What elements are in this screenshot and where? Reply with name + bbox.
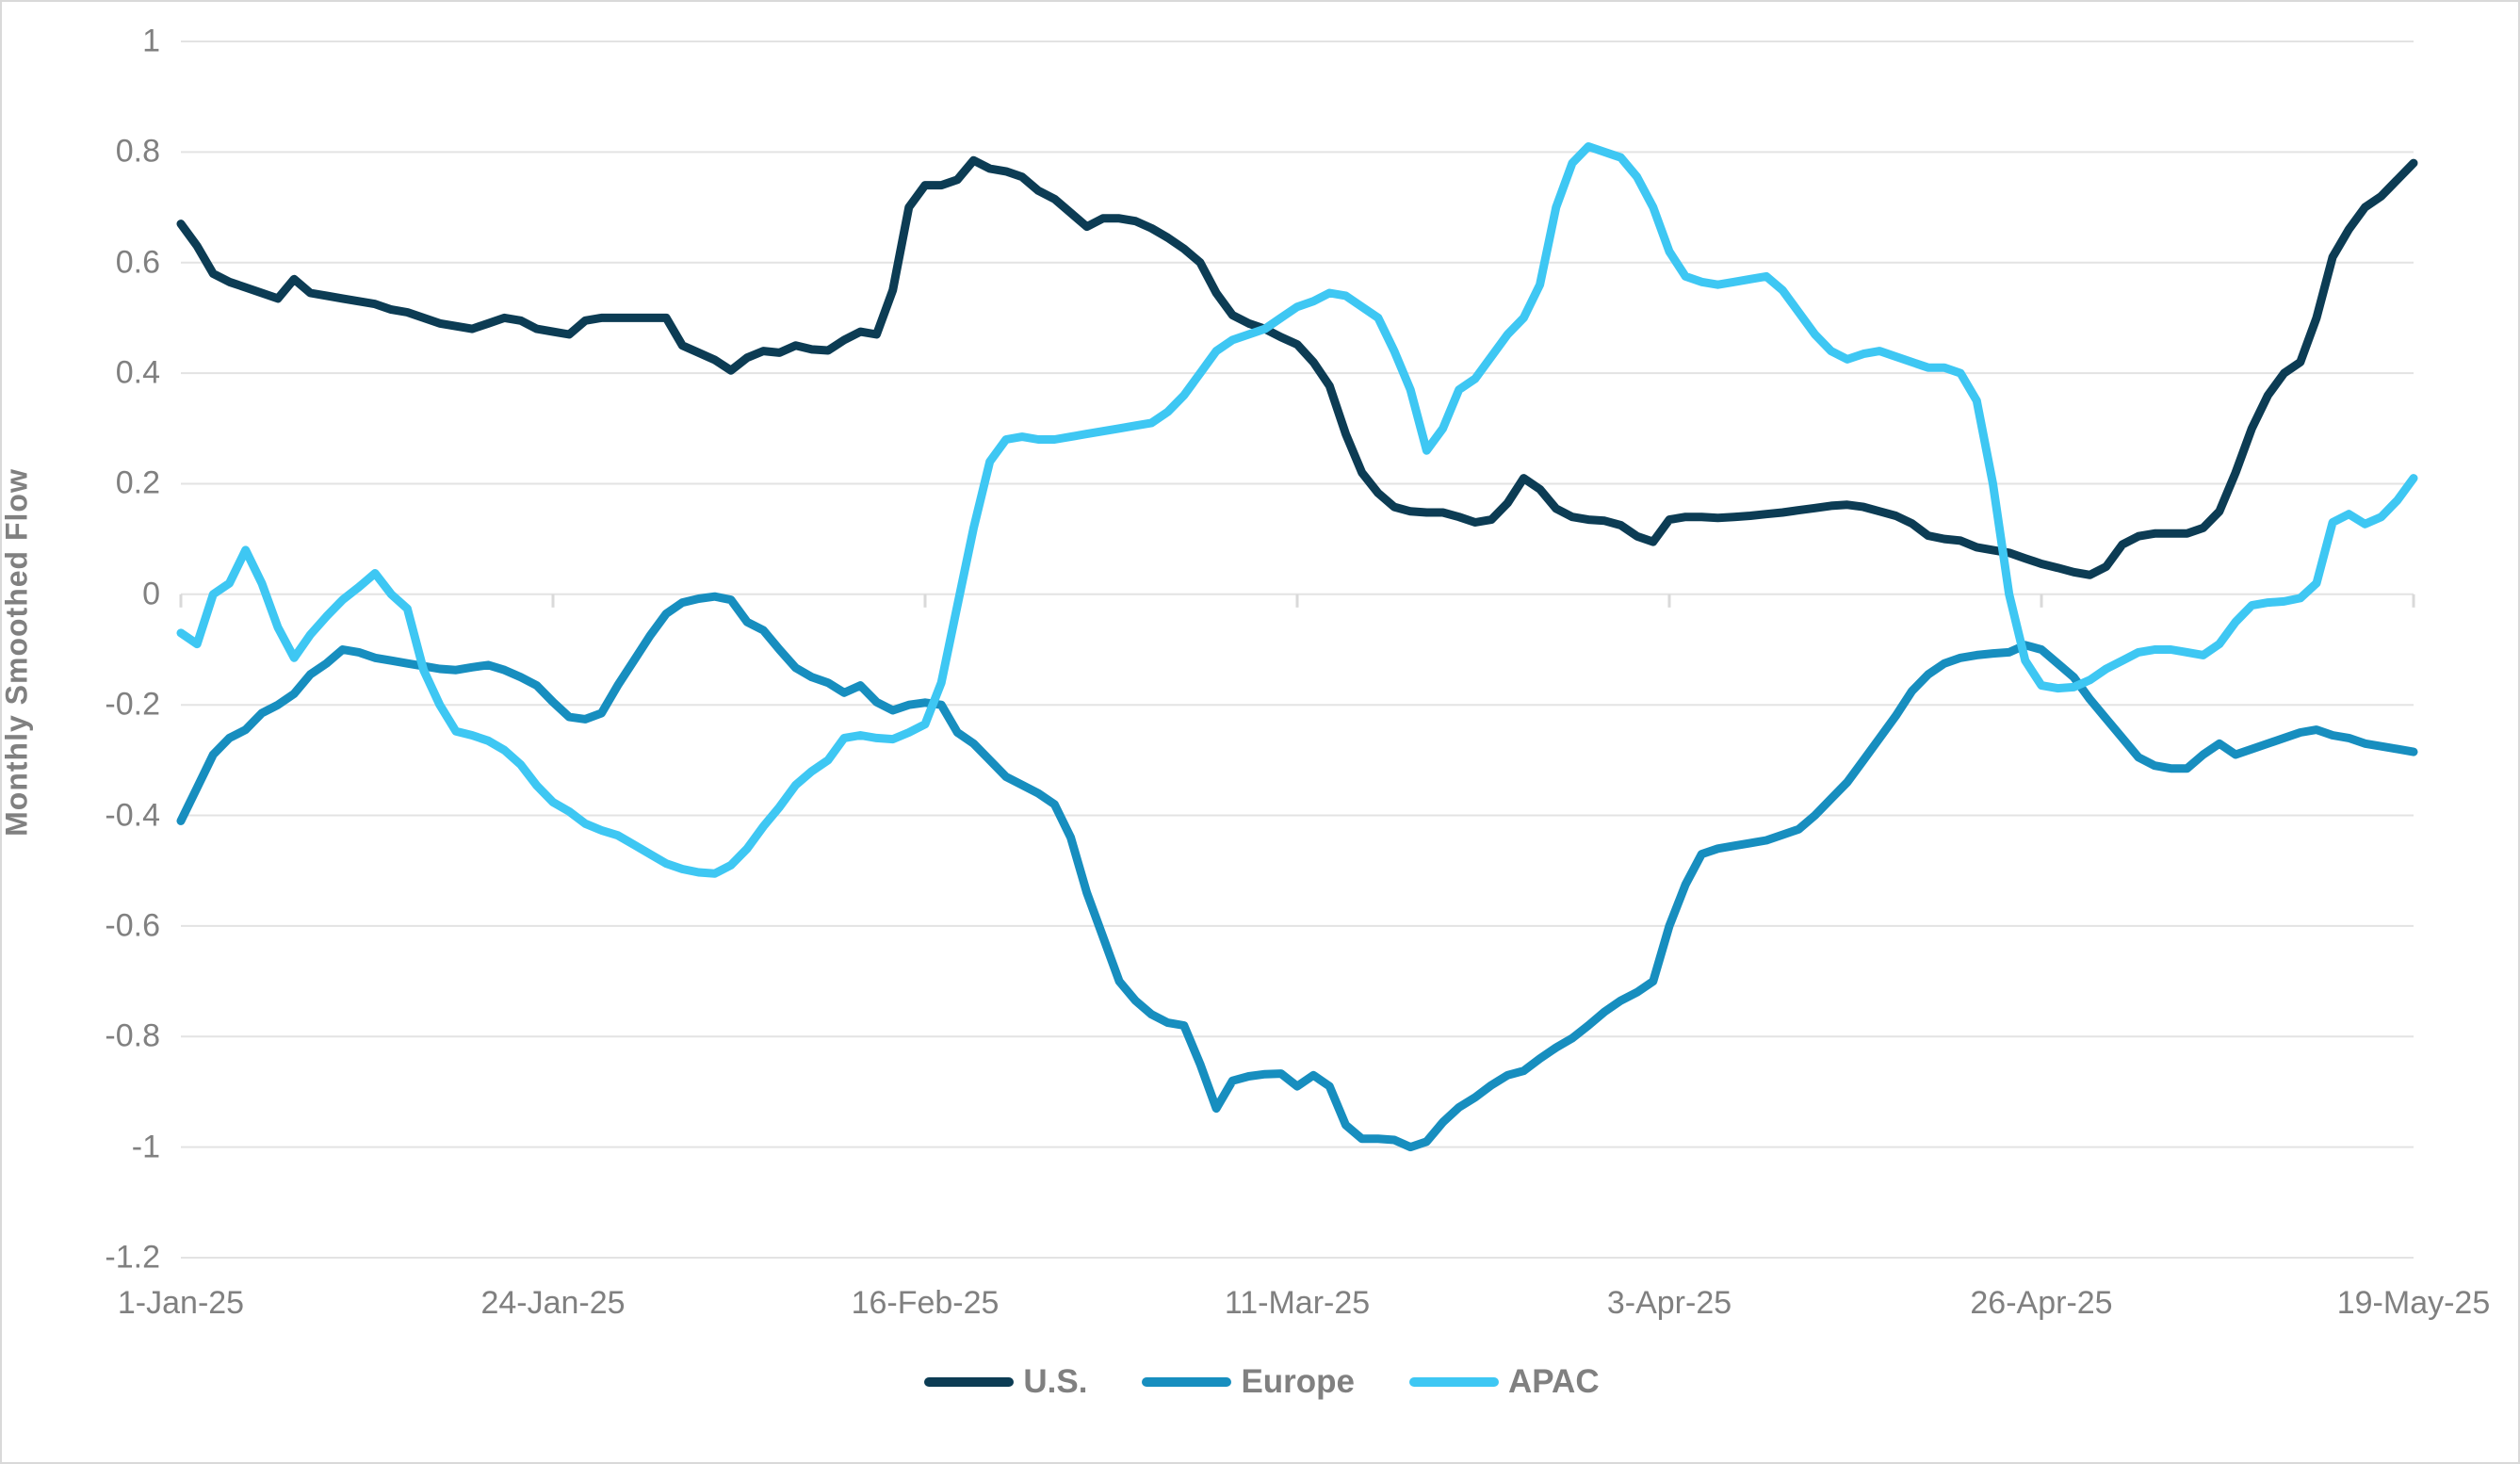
series-line-apac (176, 142, 2418, 878)
y-axis-tick-label: 0.2 (115, 464, 160, 501)
series-line-us (176, 155, 2418, 579)
x-axis-tick-label: 24-Jan-25 (480, 1285, 626, 1321)
y-axis-tick-label: -0.4 (105, 797, 160, 834)
legend-item-apac: APAC (1409, 1363, 1600, 1401)
legend-swatch (1142, 1377, 1232, 1387)
y-axis-tick-label: 0.4 (115, 354, 160, 391)
x-axis-tick-label: 19-May-25 (2336, 1285, 2491, 1321)
y-axis-tick-label: 1 (142, 23, 160, 59)
x-axis-tick-label: 11-Mar-25 (1224, 1285, 1371, 1321)
y-axis-tick-label: 0.8 (115, 133, 160, 170)
x-axis-tick-label: 3-Apr-25 (1606, 1285, 1732, 1321)
legend-label: APAC (1508, 1363, 1600, 1400)
y-axis-tick-label: 0 (142, 576, 160, 612)
x-axis-tick-label: 16-Feb-25 (851, 1285, 1000, 1321)
legend-swatch (1409, 1377, 1500, 1387)
y-axis-tick-label: -1 (131, 1129, 160, 1165)
y-axis-tick-label: -0.2 (105, 686, 160, 723)
x-axis-tick-label: 26-Apr-25 (1970, 1285, 2113, 1321)
legend-item-us: U.S. (924, 1363, 1087, 1401)
legend-swatch (924, 1377, 1015, 1387)
y-axis-title: Monthly Smoothed Flow (0, 468, 34, 837)
y-axis-tick-label: -0.6 (105, 907, 160, 944)
series-line-europe (176, 592, 2418, 1152)
x-axis-tick-label: 1-Jan-25 (117, 1285, 245, 1321)
y-axis-tick-label: -0.8 (105, 1017, 160, 1054)
y-axis-tick-label: 0.6 (115, 244, 160, 281)
legend-item-europe: Europe (1142, 1363, 1355, 1401)
legend-label: Europe (1241, 1363, 1356, 1400)
y-axis-tick-label: -1.2 (105, 1239, 160, 1276)
legend: U.S. Europe APAC (2, 1363, 2518, 1401)
legend-label: U.S. (1023, 1363, 1088, 1400)
